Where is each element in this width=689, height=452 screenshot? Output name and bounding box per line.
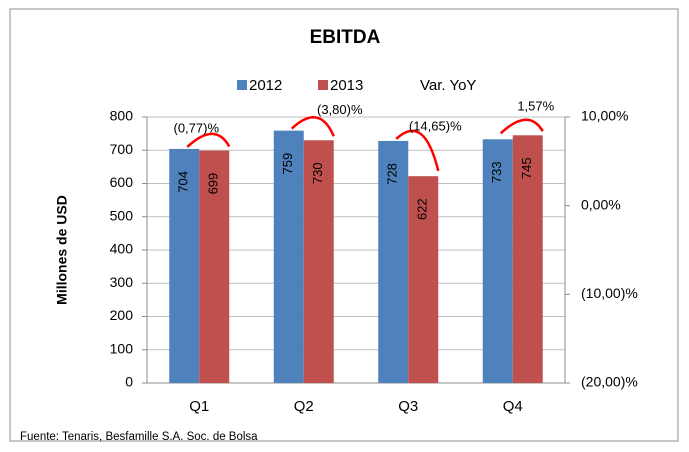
bar bbox=[169, 148, 200, 383]
y2-tick-label: 0,00% bbox=[581, 196, 621, 212]
y-axis-label: Millones de USD bbox=[54, 195, 70, 305]
bar-value-label: 745 bbox=[519, 157, 534, 179]
x-tick-label: Q2 bbox=[294, 398, 314, 415]
y2-tick-label: (20,00)% bbox=[581, 374, 638, 390]
bar bbox=[482, 139, 513, 383]
y-tick-label: 200 bbox=[110, 307, 134, 323]
y2-tick-label: (10,00)% bbox=[581, 285, 638, 301]
bar-value-label: 699 bbox=[206, 173, 221, 195]
y-tick-label: 500 bbox=[110, 207, 134, 223]
chart-title: EBITDA bbox=[310, 27, 381, 48]
bar-value-label: 730 bbox=[310, 162, 325, 184]
x-tick-label: Q1 bbox=[189, 398, 209, 415]
bar-value-label: 759 bbox=[280, 153, 295, 175]
x-tick-label: Q4 bbox=[503, 398, 523, 415]
x-tick-label: Q3 bbox=[398, 398, 418, 415]
legend-label: 2012 bbox=[249, 77, 282, 94]
bar-value-label: 622 bbox=[415, 198, 430, 220]
bar-value-label: 733 bbox=[489, 161, 504, 183]
legend-swatch bbox=[318, 80, 328, 90]
yoy-label: (0,77)% bbox=[173, 120, 219, 135]
bar bbox=[378, 140, 409, 383]
yoy-arc bbox=[290, 116, 335, 137]
yoy-arc bbox=[395, 129, 440, 172]
y-tick-label: 600 bbox=[110, 174, 134, 190]
bar-value-label: 704 bbox=[176, 171, 191, 193]
y-tick-label: 0 bbox=[125, 374, 133, 390]
y-tick-label: 700 bbox=[110, 141, 134, 157]
footer: Fuente: Tenaris, Besfamille S.A. Soc. de… bbox=[20, 431, 258, 443]
bar bbox=[199, 150, 230, 383]
y-tick-label: 400 bbox=[110, 241, 134, 257]
y-tick-label: 100 bbox=[110, 340, 134, 356]
yoy-arc bbox=[499, 118, 544, 135]
yoy-label: (14,65)% bbox=[409, 118, 462, 133]
legend-swatch bbox=[237, 80, 247, 90]
chart-border bbox=[9, 8, 679, 442]
bar bbox=[273, 130, 304, 383]
y2-tick-label: 10,00% bbox=[581, 108, 628, 124]
y-tick-label: 300 bbox=[110, 274, 134, 290]
bar-value-label: 728 bbox=[385, 163, 400, 185]
legend-label: 2013 bbox=[330, 77, 363, 94]
y-tick-label: 800 bbox=[110, 108, 134, 124]
yoy-arc bbox=[186, 132, 231, 148]
bar bbox=[408, 176, 439, 383]
bar bbox=[512, 135, 543, 383]
legend-label: Var. YoY bbox=[420, 77, 476, 94]
bar bbox=[303, 140, 334, 383]
yoy-label: (3,80)% bbox=[317, 102, 363, 117]
yoy-label: 1,57% bbox=[517, 99, 554, 114]
